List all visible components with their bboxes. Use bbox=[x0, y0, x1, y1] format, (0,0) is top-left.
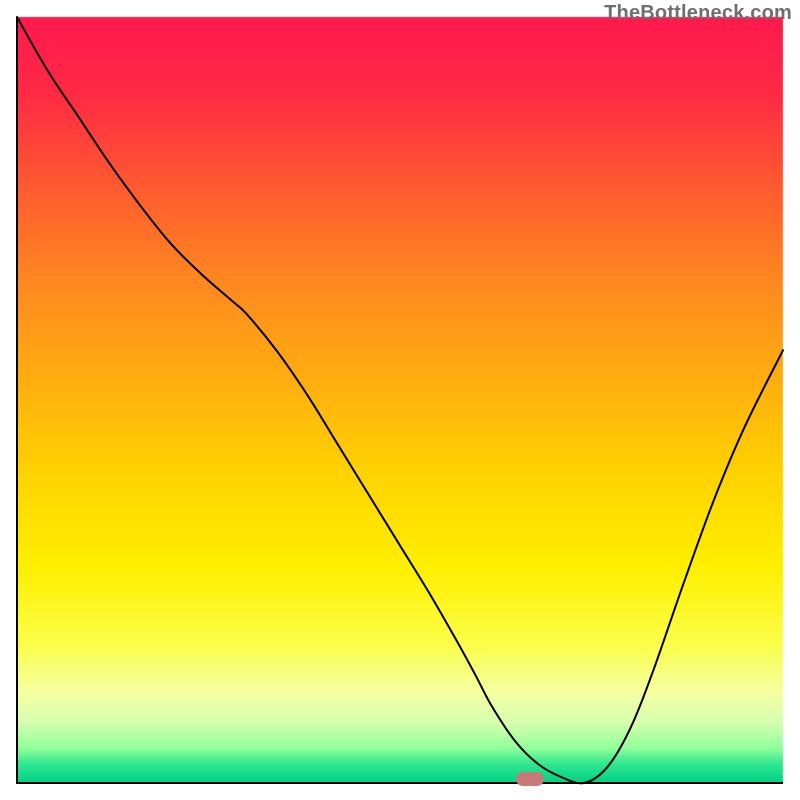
curve-layer bbox=[0, 0, 800, 800]
watermark-text: TheBottleneck.com bbox=[604, 2, 792, 25]
axes bbox=[17, 17, 783, 783]
bottleneck-curve bbox=[17, 17, 783, 783]
chart-container: TheBottleneck.com bbox=[0, 0, 800, 800]
bottleneck-minimum-marker bbox=[516, 772, 544, 786]
